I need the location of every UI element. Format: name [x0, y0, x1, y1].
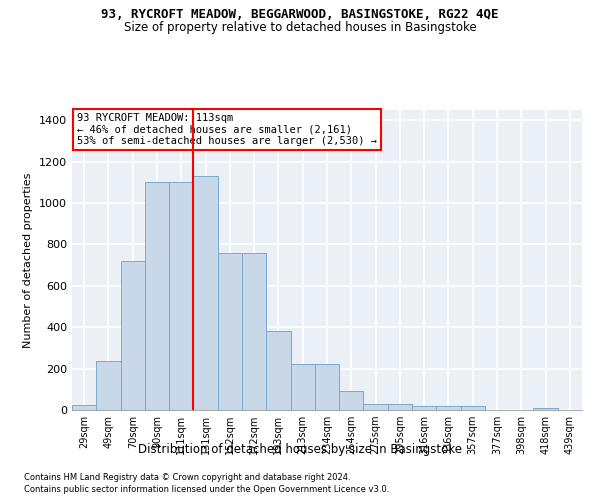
Text: Distribution of detached houses by size in Basingstoke: Distribution of detached houses by size … [138, 442, 462, 456]
Bar [96, 362, 121, 410]
Bar [412, 406, 436, 410]
Text: Size of property relative to detached houses in Basingstoke: Size of property relative to detached ho… [124, 21, 476, 34]
Bar [193, 176, 218, 410]
Y-axis label: Number of detached properties: Number of detached properties [23, 172, 34, 348]
Bar [364, 404, 388, 410]
Text: Contains public sector information licensed under the Open Government Licence v3: Contains public sector information licen… [24, 485, 389, 494]
Bar [315, 364, 339, 410]
Bar [339, 392, 364, 410]
Bar [436, 406, 461, 410]
Bar [218, 253, 242, 410]
Text: 93 RYCROFT MEADOW: 113sqm
← 46% of detached houses are smaller (2,161)
53% of se: 93 RYCROFT MEADOW: 113sqm ← 46% of detac… [77, 113, 377, 146]
Text: 93, RYCROFT MEADOW, BEGGARWOOD, BASINGSTOKE, RG22 4QE: 93, RYCROFT MEADOW, BEGGARWOOD, BASINGST… [101, 8, 499, 20]
Bar [72, 405, 96, 410]
Bar [121, 261, 145, 410]
Bar [169, 182, 193, 410]
Text: Contains HM Land Registry data © Crown copyright and database right 2024.: Contains HM Land Registry data © Crown c… [24, 472, 350, 482]
Bar [242, 253, 266, 410]
Bar [266, 332, 290, 410]
Bar [290, 364, 315, 410]
Bar [145, 182, 169, 410]
Bar [388, 404, 412, 410]
Bar [533, 408, 558, 410]
Bar [461, 406, 485, 410]
